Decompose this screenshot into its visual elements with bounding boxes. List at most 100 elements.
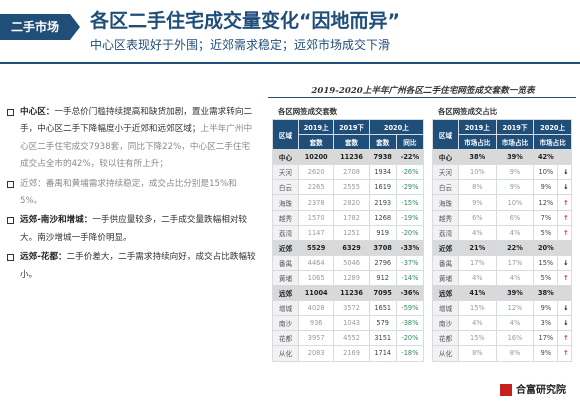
share-cell: 21%	[458, 239, 497, 256]
table-row: 番禺 17% 17% 15% ↓	[432, 254, 572, 271]
table-row: 海珠 2378 2820 2193 -15%	[272, 194, 425, 211]
value-cell: 1065	[297, 269, 335, 287]
value-cell: 5529	[297, 239, 335, 256]
table-row: 白云 2265 2555 1619 -29%	[272, 179, 425, 196]
value-cell: 1251	[333, 224, 370, 241]
count-table: 区域 2019上 2019下 2020上 套数 套数 套数 同比 中心 10200…	[272, 118, 425, 362]
region-cell: 从化	[272, 345, 299, 362]
share-cell: 17%	[458, 254, 497, 271]
table-row: 越秀 6% 6% 7% ↑	[432, 209, 572, 226]
value-cell: 7095	[368, 285, 397, 302]
share-cell: 38%	[458, 149, 497, 166]
region-cell: 南沙	[432, 315, 459, 332]
value-cell: 1619	[368, 179, 397, 196]
arrow-down-icon: ↓	[562, 304, 569, 313]
arrow-up-icon: ↑	[562, 349, 569, 358]
yoy-cell: -29%	[395, 179, 425, 196]
share-cell: 8%	[458, 179, 497, 196]
yoy-cell: -59%	[395, 300, 425, 317]
arrow-down-icon: ↓	[562, 258, 569, 267]
share-cell: 38%	[533, 285, 559, 302]
bullet-list: 中心区：一手总价门槛持续提高和缺货加剧，置业需求转向二手，中心区二手下降幅度小于…	[6, 104, 256, 286]
right-table-caption: 各区网签成交占比	[438, 107, 498, 116]
trend-cell: ↑	[557, 330, 572, 347]
value-cell: 5046	[333, 254, 370, 271]
share-cell: 10%	[458, 164, 497, 181]
header-cell: 2019下	[495, 118, 535, 136]
header-cell: 区域	[432, 118, 459, 151]
table-row: 天河 10% 9% 10% ↓	[432, 164, 572, 181]
value-cell: 1268	[368, 209, 397, 226]
value-cell: 11236	[333, 149, 370, 166]
checkbox-icon	[7, 254, 14, 262]
yoy-cell: -19%	[395, 209, 425, 226]
page-title: 各区二手住宅成交量变化“因地而异”	[90, 10, 400, 32]
value-cell: 2620	[297, 164, 335, 181]
share-cell: 5%	[533, 224, 559, 241]
region-cell: 荔湾	[272, 224, 299, 241]
logo-mark-icon	[500, 384, 512, 396]
bullet-grey-text: 番禺和黄埔需求持续稳定，成交占比分别是15%和5%。	[20, 178, 237, 207]
region-cell: 远郊	[272, 285, 299, 302]
table-row: 番禺 4464 5046 2796 -37%	[272, 254, 425, 271]
table-row: 南沙 4% 4% 3% ↓	[432, 315, 572, 332]
region-cell: 花都	[272, 330, 299, 347]
share-cell: 9%	[495, 164, 535, 181]
trend-cell: ↓	[557, 315, 572, 332]
bullet-text: 一手总价门槛持续提高和缺货加剧，置业需求转向二手，中心区二手下降幅度小于近郊和远…	[20, 107, 253, 135]
share-cell: 6%	[458, 209, 497, 226]
share-cell: 20%	[533, 239, 559, 256]
table-row: 从化 8% 8% 9% ↑	[432, 345, 572, 362]
table-row: 南沙 936 1043 579 -38%	[272, 315, 425, 332]
bullet-text: 一手供应量较多，二手成交量跌幅相对较大。南沙增城一手降价明显。	[20, 215, 248, 243]
trend-cell: ↓	[557, 179, 572, 196]
bullet-prefix: 远郊-南沙和增城：	[20, 215, 93, 226]
trend-cell: ↑	[557, 209, 572, 226]
header-cell: 区域	[272, 118, 299, 151]
share-cell: 4%	[495, 224, 535, 241]
share-cell: 8%	[495, 345, 535, 362]
table-title-divider	[268, 97, 576, 98]
region-cell: 从化	[432, 345, 459, 362]
header-cell: 2019下	[333, 118, 370, 136]
share-cell: 17%	[495, 254, 535, 271]
value-cell: 10200	[297, 149, 335, 166]
region-cell: 近郊	[432, 239, 459, 256]
section-tag: 二手市场	[0, 14, 80, 40]
bullet-prefix: 远郊-花都：	[20, 252, 67, 263]
region-cell: 越秀	[432, 209, 459, 226]
table-row: 远郊 11004 11236 7095 -36%	[272, 285, 425, 302]
header-cell: 2019上	[458, 118, 497, 136]
trend-cell: ↓	[557, 300, 572, 317]
trend-cell	[557, 239, 572, 256]
value-cell: 1714	[368, 345, 397, 362]
yoy-cell: -26%	[395, 164, 425, 181]
table-row: 增城 4028 3572 1651 -59%	[272, 300, 425, 317]
value-cell: 2083	[297, 345, 335, 362]
value-cell: 4464	[297, 254, 335, 271]
region-cell: 荔湾	[432, 224, 459, 241]
value-cell: 3957	[297, 330, 335, 347]
trend-cell: ↑	[557, 224, 572, 241]
subheader-cell: 市场占比	[533, 134, 572, 151]
value-cell: 579	[368, 315, 397, 332]
bullet-grey-text: 上半年广州中心区二手住宅成交7938套，同比下降22%，中心区二手住宅成交占全市…	[20, 124, 253, 170]
share-cell: 6%	[495, 209, 535, 226]
yoy-cell: -38%	[395, 315, 425, 332]
trend-cell: ↓	[557, 254, 572, 271]
yoy-cell: -22%	[395, 149, 425, 166]
yoy-cell: -20%	[395, 224, 425, 241]
subheader-cell: 套数	[368, 134, 397, 151]
value-cell: 919	[368, 224, 397, 241]
region-cell: 天河	[272, 164, 299, 181]
value-cell: 1043	[333, 315, 370, 332]
subheader-cell: 市场占比	[495, 134, 535, 151]
share-cell: 39%	[495, 149, 535, 166]
subheader-cell: 套数	[333, 134, 370, 151]
region-cell: 中心	[272, 149, 299, 166]
left-table-caption: 各区网签成交套数	[278, 107, 338, 116]
table-row: 海珠 9% 10% 12% ↑	[432, 194, 572, 211]
share-cell: 9%	[533, 300, 559, 317]
value-cell: 1289	[333, 269, 370, 287]
logo-text: 合富研究院	[516, 385, 566, 396]
